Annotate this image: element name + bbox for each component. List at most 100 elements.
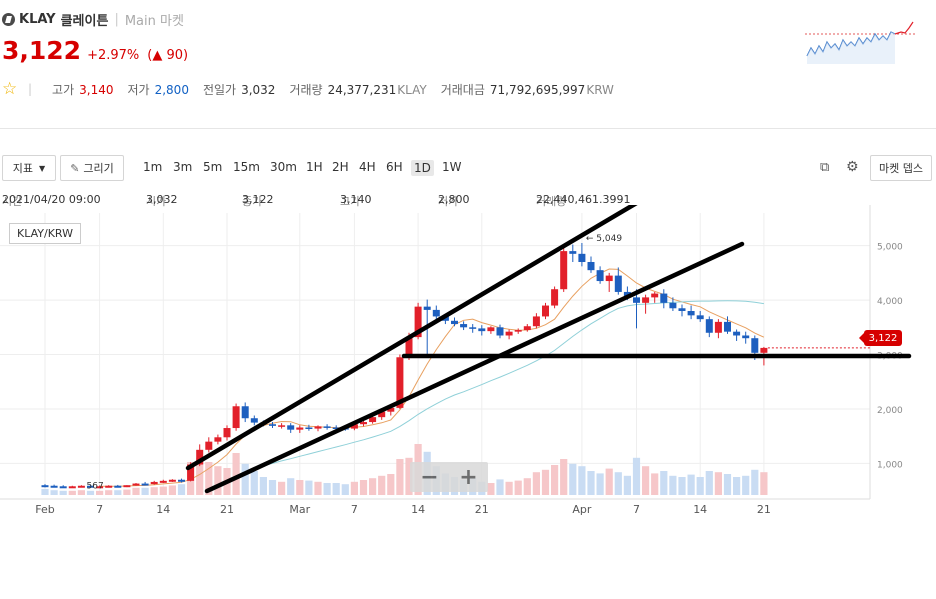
volume-bar [687, 474, 695, 495]
current-price-tag: 3,122 [859, 330, 902, 346]
timeframe-5m[interactable]: 5m [203, 160, 223, 174]
stat-prev: 전일가 3,032 [203, 81, 275, 98]
timeframe-30m[interactable]: 30m [270, 160, 297, 174]
zoom-controls: − + [410, 462, 488, 492]
x-tick-label: Apr [572, 503, 592, 516]
zoom-in-button[interactable]: + [459, 464, 478, 490]
volume-bar [159, 486, 167, 495]
chart-toolbar: 지표 ▼ ✎ 그리기 1m 3m 5m 15m 30m 1H 2H 4H 6H 1D 1W ⧉ ⚙ … [0, 155, 936, 183]
ohlc-volume-label: 거래량 [536, 195, 567, 208]
stat-low-label: 저가 [127, 82, 150, 97]
candle-body [596, 270, 604, 282]
candle-body [642, 297, 650, 303]
ohlc-close-value: 3,122 [242, 193, 274, 206]
volume-bar [141, 487, 149, 495]
x-tick-label: 14 [693, 503, 707, 516]
spark-area [807, 32, 895, 64]
timeframe-2h[interactable]: 2H [332, 160, 349, 174]
candle-body [451, 320, 458, 325]
volume-bar [678, 477, 686, 495]
popout-icon[interactable]: ⧉ [820, 160, 830, 175]
candle-body [505, 331, 513, 336]
candle-body [678, 308, 686, 311]
ma-long-line [263, 300, 764, 467]
min-annotation: 567 [87, 482, 104, 492]
candle-body [50, 485, 58, 488]
candle-body [59, 486, 67, 489]
divider: | [28, 82, 33, 96]
volume-bar [132, 487, 140, 495]
volume-bar [250, 471, 258, 495]
candle-body [287, 425, 295, 430]
candle-body [269, 424, 276, 426]
timeframe-1h[interactable]: 1H [306, 160, 323, 174]
volume-bar [268, 480, 277, 495]
volume-bar [96, 490, 104, 495]
volume-bar [77, 490, 85, 495]
zoom-out-button[interactable]: − [420, 464, 439, 490]
pencil-icon: ✎ [70, 161, 80, 175]
timeframe-15m[interactable]: 15m [233, 160, 260, 174]
candle-body [332, 427, 340, 429]
candle-body [469, 327, 477, 329]
candle-body [414, 306, 422, 338]
candle-body [305, 427, 313, 429]
candle-body [178, 479, 185, 482]
timeframe-1d[interactable]: 1D [411, 160, 434, 176]
candle-body [478, 328, 486, 332]
x-tick-label: Feb [35, 503, 54, 516]
timeframe-4h[interactable]: 4H [359, 160, 376, 174]
coin-header: KLAY 클레이튼 | Main 마켓 3,122 +2.97% (▲ 90) … [0, 0, 936, 112]
volume-bar [614, 472, 622, 495]
indicator-dropdown-button[interactable]: 지표 ▼ [2, 155, 56, 181]
volume-bar [86, 490, 95, 495]
volume-bar [651, 473, 659, 495]
pair-label: KLAY/KRW [9, 223, 81, 244]
section-divider [0, 128, 936, 129]
candle-body [314, 426, 322, 429]
candle-body [187, 464, 195, 481]
volume-bar [359, 480, 368, 495]
market-label: Main 마켓 [124, 14, 184, 29]
candle-body [196, 449, 204, 465]
candle-body [159, 480, 167, 483]
stat-volume: 거래량 24,377,231KLAY [289, 81, 426, 98]
stat-volume-value: 24,377,231 [327, 82, 397, 97]
volume-bar [623, 475, 631, 495]
candle-body [551, 289, 559, 306]
favorite-star-icon[interactable]: ☆ [2, 79, 18, 99]
x-tick-label: 7 [633, 503, 640, 516]
candle-body [760, 347, 768, 353]
candle-body [168, 479, 176, 482]
volume-bar [232, 453, 240, 495]
stat-amount-unit: KRW [586, 82, 614, 97]
volume-bar [205, 462, 213, 495]
market-depth-button[interactable]: 마켓 뎁스 [870, 155, 932, 181]
volume-bar [323, 483, 331, 495]
ohlc-time-label: 시간 [2, 195, 23, 208]
candle-body [141, 483, 149, 486]
ohlc-high-label: 고가 [340, 195, 361, 208]
ohlc-low-label: 저가 [438, 195, 459, 208]
candle-body [696, 315, 704, 320]
timeframe-1m[interactable]: 1m [143, 160, 163, 174]
volume-bar [760, 472, 768, 495]
volume-bar [341, 484, 349, 495]
x-tick-label: 7 [351, 503, 358, 516]
candle-body [241, 406, 249, 419]
klaytn-logo-icon [2, 13, 15, 26]
draw-tool-button[interactable]: ✎ 그리기 [60, 155, 124, 181]
candle-body [569, 251, 577, 254]
timeframe-6h[interactable]: 6H [386, 160, 403, 174]
timeframe-3m[interactable]: 3m [173, 160, 193, 174]
stat-prev-value: 3,032 [241, 82, 276, 97]
volume-bar [114, 490, 122, 495]
candle-body [41, 485, 49, 488]
candle-body [587, 261, 595, 271]
volume-bar [632, 457, 641, 495]
timeframe-1w[interactable]: 1W [442, 160, 462, 174]
candlestick-chart[interactable]: 1,0002,0003,0004,0005,000Feb71421Mar7142… [0, 205, 936, 545]
gear-icon[interactable]: ⚙ [846, 159, 859, 175]
volume-bar [50, 490, 58, 495]
coin-title-row: KLAY 클레이튼 | Main 마켓 [2, 10, 184, 29]
